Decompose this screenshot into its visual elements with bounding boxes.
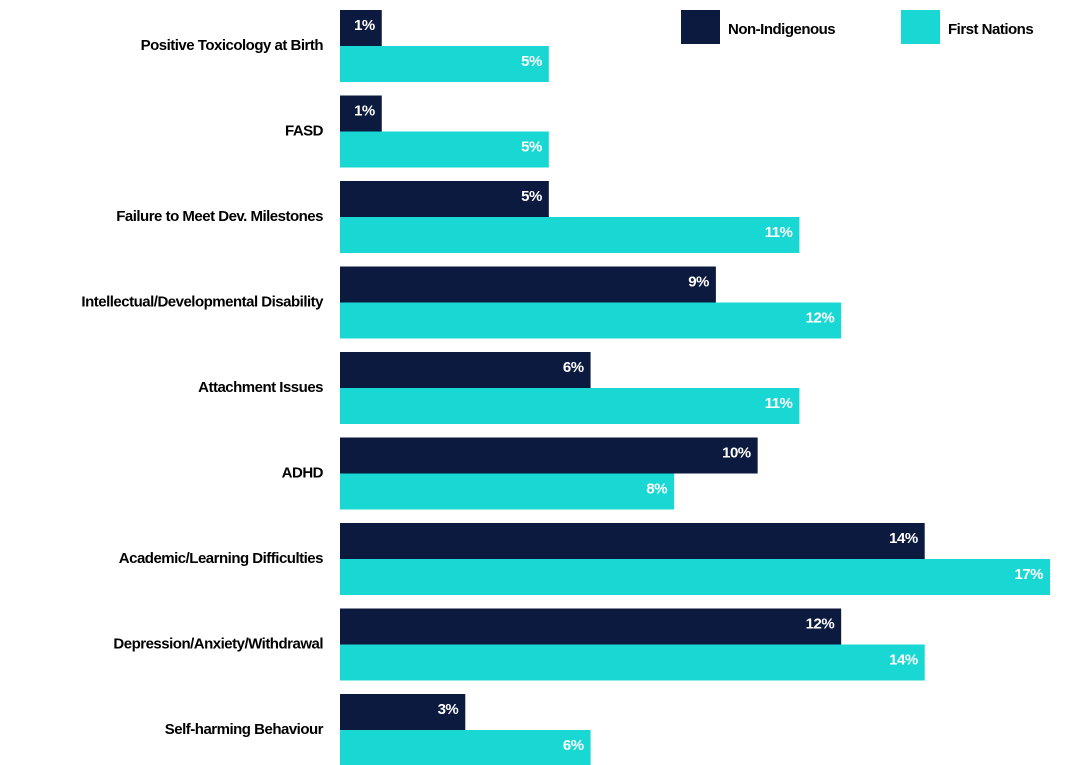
- category-label: Academic/Learning Difficulties: [119, 550, 323, 567]
- bar: [340, 644, 925, 681]
- bar: [340, 437, 758, 474]
- value-label: 17%: [1014, 566, 1043, 583]
- category-label: FASD: [285, 122, 324, 139]
- value-label: 3%: [438, 701, 459, 718]
- value-label: 5%: [521, 138, 542, 155]
- value-label: 5%: [521, 53, 542, 70]
- bar: [340, 730, 591, 765]
- value-label: 6%: [563, 737, 584, 754]
- bar: [340, 181, 549, 217]
- bar: [340, 523, 925, 559]
- value-label: 14%: [889, 530, 918, 547]
- category-label: Depression/Anxiety/Withdrawal: [113, 635, 323, 652]
- category-label: Positive Toxicology at Birth: [141, 37, 324, 54]
- value-label: 11%: [765, 395, 793, 412]
- value-label: 8%: [646, 480, 667, 497]
- value-label: 1%: [354, 102, 375, 119]
- bar: [340, 608, 842, 645]
- bar: [340, 388, 800, 424]
- value-label: 10%: [722, 444, 751, 461]
- bar: [340, 131, 549, 168]
- category-label: Self-harming Behaviour: [165, 721, 324, 738]
- value-label: 12%: [806, 309, 835, 326]
- bar: [340, 694, 466, 730]
- value-label: 14%: [889, 651, 918, 668]
- bar: [340, 10, 382, 46]
- legend-swatch: [681, 10, 720, 44]
- category-label: Attachment Issues: [198, 379, 323, 396]
- bar: [340, 46, 549, 82]
- bar: [340, 217, 800, 253]
- category-label: Intellectual/Developmental Disability: [81, 293, 324, 310]
- value-label: 11%: [765, 224, 793, 241]
- value-label: 5%: [521, 188, 542, 205]
- category-label: ADHD: [282, 464, 324, 481]
- bar: [340, 352, 591, 388]
- bar: [340, 473, 675, 510]
- legend-label: Non-Indigenous: [728, 21, 835, 38]
- legend-label: First Nations: [948, 21, 1033, 38]
- bar: [340, 559, 1050, 595]
- bar: [340, 266, 716, 303]
- value-label: 1%: [354, 17, 375, 34]
- value-label: 6%: [563, 359, 584, 376]
- category-label: Failure to Meet Dev. Milestones: [116, 208, 323, 225]
- value-label: 12%: [806, 615, 835, 632]
- bar: [340, 302, 842, 339]
- legend-swatch: [901, 10, 940, 44]
- bar: [340, 95, 382, 132]
- value-label: 9%: [688, 273, 709, 290]
